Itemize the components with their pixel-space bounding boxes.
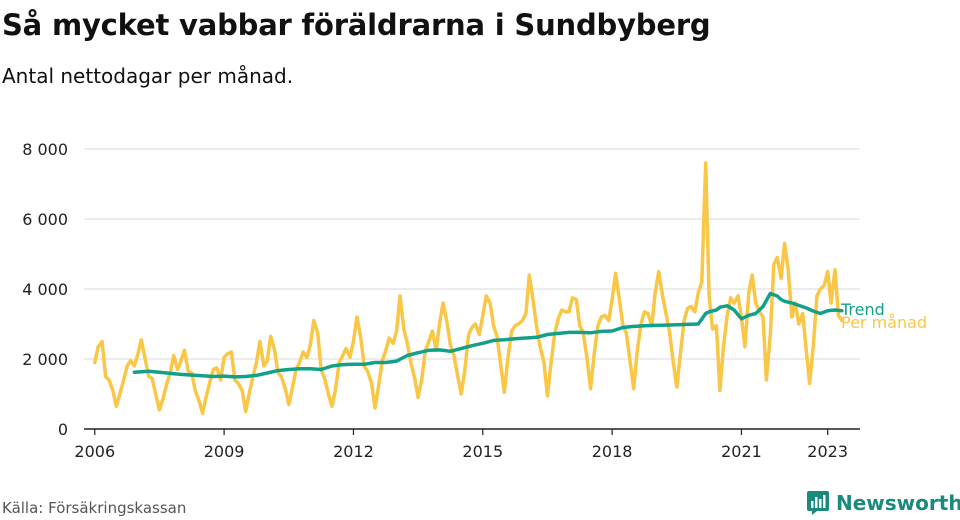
chart-subtitle: Antal nettodagar per månad. <box>2 64 294 88</box>
y-tick-label: 2 000 <box>22 350 68 369</box>
monthly-series-label: Per månad <box>841 313 927 332</box>
x-tick-label: 2015 <box>462 442 503 461</box>
x-tick-label: 2006 <box>74 442 115 461</box>
bar-chart-logo-icon <box>807 491 829 515</box>
chart-title: Så mycket vabbar föräldrarna i Sundbyber… <box>2 8 711 42</box>
y-tick-label: 8 000 <box>22 140 68 159</box>
y-tick-label: 4 000 <box>22 280 68 299</box>
y-tick-label: 0 <box>58 420 68 439</box>
trend-series-line <box>132 291 844 379</box>
series-lines <box>93 161 844 416</box>
trend-series-label: Trend <box>840 300 885 319</box>
y-tick-label: 6 000 <box>22 210 68 229</box>
brand-name: Newsworthy <box>836 491 960 515</box>
x-tick-label: 2021 <box>721 442 762 461</box>
x-tick-label: 2012 <box>333 442 374 461</box>
x-axis: 2006 2009 2012 2015 2018 2021 2023 <box>74 428 860 461</box>
grid-lines <box>84 148 860 360</box>
y-axis: 0 2 000 4 000 6 000 8 000 <box>22 140 68 439</box>
x-tick-label: 2018 <box>592 442 633 461</box>
source-note: Källa: Försäkringskassan <box>2 499 187 517</box>
x-tick-label: 2023 <box>807 442 848 461</box>
x-tick-label: 2009 <box>204 442 245 461</box>
brand-logo[interactable]: Newsworthy <box>806 490 960 516</box>
